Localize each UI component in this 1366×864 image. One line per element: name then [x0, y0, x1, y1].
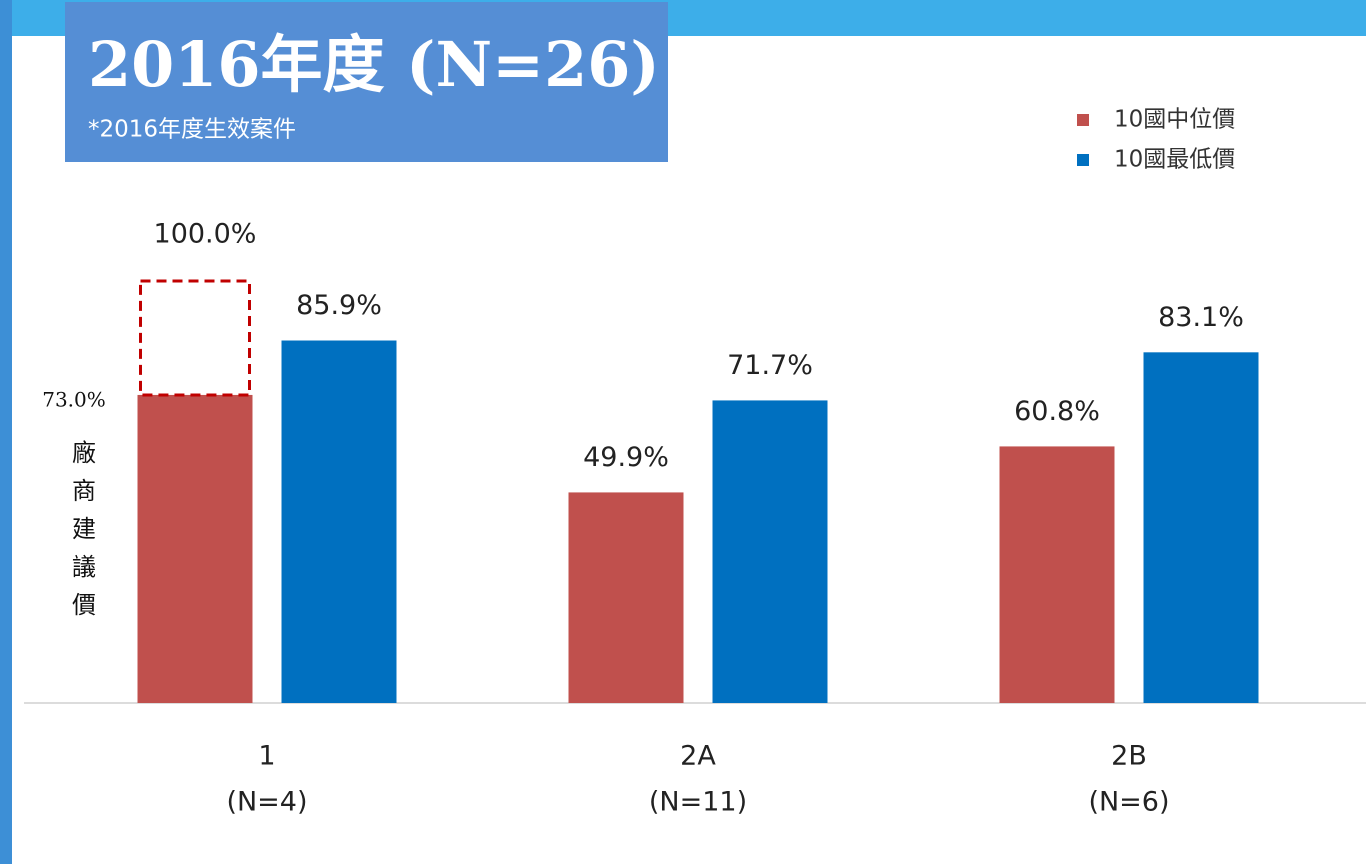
reference-text: 廠商建議價 — [68, 440, 96, 630]
x-tick-label: 2B — [1111, 741, 1147, 772]
bar — [137, 394, 253, 703]
x-tick-sublabel: (N=6) — [1088, 787, 1169, 818]
value-label: 85.9% — [296, 290, 382, 321]
bar — [999, 446, 1115, 703]
legend-swatch — [1077, 154, 1089, 166]
bar — [568, 492, 684, 703]
legend-swatch — [1077, 114, 1089, 126]
value-label: 73.0% — [42, 387, 106, 411]
value-label: 71.7% — [727, 350, 813, 381]
x-tick-sublabel: (N=4) — [226, 787, 307, 818]
value-label: 60.8% — [1014, 396, 1100, 427]
reference-box — [139, 279, 251, 397]
bar — [1143, 352, 1259, 703]
legend-label: 10國中位價 — [1114, 107, 1235, 133]
x-tick-sublabel: (N=11) — [649, 787, 747, 818]
x-tick-label: 2A — [680, 741, 716, 772]
title-box — [65, 2, 668, 162]
left-band — [0, 0, 12, 864]
legend-label: 10國最低價 — [1114, 147, 1235, 173]
bar — [712, 400, 828, 703]
chart-title: 2016年度 (N=26) — [88, 28, 660, 101]
reference-label: 100.0% — [154, 219, 257, 250]
value-label: 83.1% — [1158, 302, 1244, 333]
value-label: 49.9% — [583, 442, 669, 473]
bar — [281, 340, 397, 703]
x-tick-label: 1 — [258, 741, 275, 772]
chart-subtitle: *2016年度生效案件 — [88, 117, 296, 143]
